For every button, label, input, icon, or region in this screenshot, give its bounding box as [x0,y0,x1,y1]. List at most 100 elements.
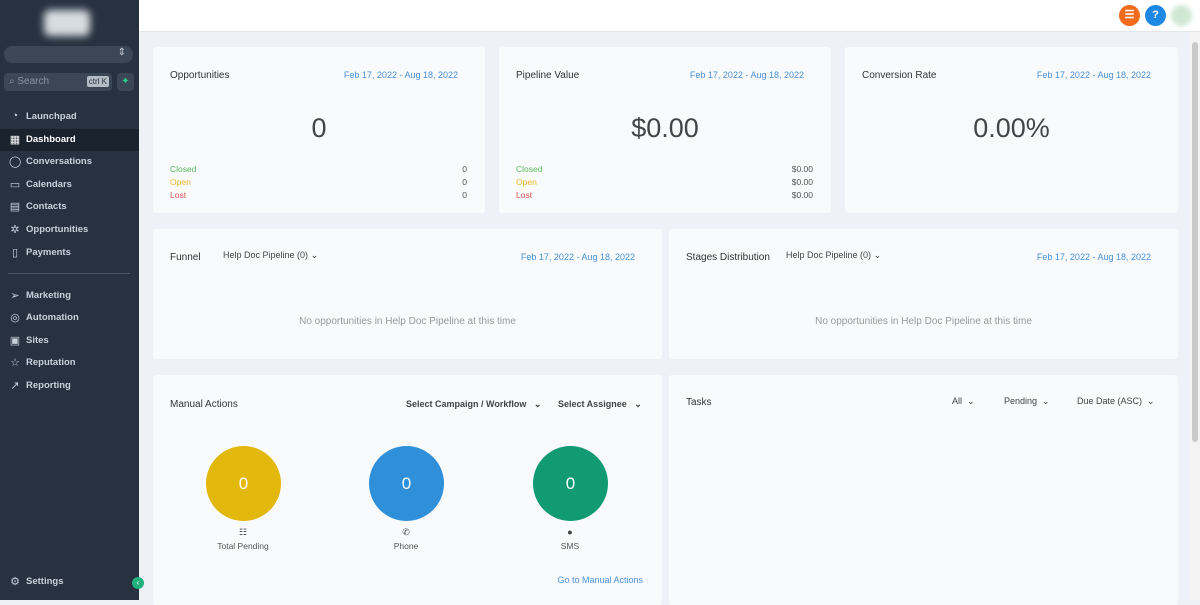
sidebar-item-contacts[interactable]: ▤ Contacts [0,196,139,218]
nav-label: Reporting [26,380,71,391]
campaign-dropdown[interactable]: Select Campaign / Workflow ⌄ [406,399,542,409]
funnel-card: Funnel Help Doc Pipeline (0) ⌄ Feb 17, 2… [153,229,662,359]
avatar[interactable] [1171,5,1192,26]
lost-row: Lost 0 [170,190,467,200]
send-icon: ➢ [10,290,20,302]
tasks-card: Tasks All ⌄ Pending ⌄ Due Date (ASC) ⌄ [669,375,1178,605]
sidebar-item-opportunities[interactable]: ✲ Opportunities [0,219,139,241]
opportunities-icon: ✲ [10,224,20,236]
card-title: Opportunities [170,70,230,81]
card-title: Stages Distribution [686,252,770,263]
automation-icon: ◎ [10,312,20,324]
sidebar-item-automation[interactable]: ◎ Automation [0,307,139,329]
lost-row: Lost $0.00 [516,190,813,200]
sidebar-item-calendars[interactable]: ▭ Calendars [0,174,139,196]
chevron-updown-icon: ⇕ [117,47,126,58]
conversion-value: 0.00% [973,113,1050,143]
nav-label: Sites [26,335,49,346]
nav-label: Opportunities [26,224,89,235]
card-title: Conversion Rate [862,70,937,81]
assignee-filter-dropdown[interactable]: All ⌄ [952,396,975,406]
date-range[interactable]: Feb 17, 2022 - Aug 18, 2022 [1036,252,1151,262]
chevron-down-icon: ⌄ [634,399,642,409]
conversion-rate-card: Conversion Rate Feb 17, 2022 - Aug 18, 2… [845,47,1178,213]
grid-icon: ▦ [9,134,21,146]
chat-icon: ◯ [9,156,22,168]
sidebar-item-dashboard[interactable]: ▦ Dashboard [0,129,139,151]
collapse-sidebar-button[interactable]: ‹ [132,577,144,589]
empty-message: No opportunities in Help Doc Pipeline at… [299,316,516,327]
notifications-icon[interactable]: ☰ [1119,5,1140,26]
card-title: Tasks [686,397,712,408]
nav-label: Calendars [26,179,72,190]
sidebar-item-reporting[interactable]: ↗ Reporting [0,375,139,397]
closed-row: Closed $0.00 [516,164,813,174]
nav-label: Dashboard [26,134,76,145]
status-filter-dropdown[interactable]: Pending ⌄ [1004,396,1050,406]
chevron-down-icon: ⌄ [1042,396,1050,406]
card-title: Manual Actions [170,399,238,410]
nav-label: Marketing [26,290,71,301]
sms-circle[interactable]: 0 [533,446,608,521]
opportunities-value: 0 [311,113,327,143]
date-range[interactable]: Feb 17, 2022 - Aug 18, 2022 [343,70,458,80]
sms-icon: ● [567,527,573,537]
nav-label: Payments [26,247,71,258]
sidebar-item-reputation[interactable]: ☆ Reputation [0,352,139,374]
stages-distribution-card: Stages Distribution Help Doc Pipeline (0… [669,229,1178,359]
date-range[interactable]: Feb 17, 2022 - Aug 18, 2022 [520,252,635,262]
opportunities-card: Opportunities Feb 17, 2022 - Aug 18, 202… [153,47,485,213]
rocket-icon: ◔ [11,110,19,122]
closed-row: Closed 0 [170,164,467,174]
chevron-down-icon: ⌄ [1147,396,1155,406]
assignee-dropdown[interactable]: Select Assignee ⌄ [558,399,642,409]
pipeline-value-card: Pipeline Value Feb 17, 2022 - Aug 18, 20… [499,47,831,213]
topbar: ☰ ? [139,0,1200,32]
nav-label: Contacts [26,201,67,212]
contacts-icon: ▤ [9,201,21,213]
date-range[interactable]: Feb 17, 2022 - Aug 18, 2022 [689,70,804,80]
phone-icon: ✆ [402,527,410,537]
sidebar-item-settings[interactable]: ⚙ Settings [0,571,139,593]
search-input[interactable]: ⌕ Search ctrl K [4,73,112,91]
sites-icon: ▣ [9,335,21,347]
help-icon[interactable]: ? [1145,5,1166,26]
pipeline-dropdown[interactable]: Help Doc Pipeline (0) ⌄ [786,250,882,260]
pipeline-value: $0.00 [631,113,699,143]
sort-dropdown[interactable]: Due Date (ASC) ⌄ [1077,396,1155,406]
account-switcher[interactable]: ⇕ [4,46,133,63]
pipeline-dropdown[interactable]: Help Doc Pipeline (0) ⌄ [223,250,319,260]
scrollbar[interactable] [1190,32,1200,600]
card-title: Pipeline Value [516,70,580,81]
sidebar-item-conversations[interactable]: ◯ Conversations [0,151,139,173]
star-icon: ☆ [10,357,20,369]
date-range[interactable]: Feb 17, 2022 - Aug 18, 2022 [1036,70,1151,80]
list-icon: ☷ [238,527,248,537]
open-row: Open 0 [170,177,467,187]
phone-label: Phone [393,541,419,551]
open-row: Open $0.00 [516,177,813,187]
nav-label: Reputation [26,357,76,368]
sidebar-item-sites[interactable]: ▣ Sites [0,330,139,352]
chevron-down-icon: ⌄ [533,399,542,409]
sidebar-item-launchpad[interactable]: ◔ Launchpad [0,106,139,128]
phone-circle[interactable]: 0 [369,446,444,521]
manual-actions-link[interactable]: Go to Manual Actions [557,575,643,585]
chevron-down-icon: ⌄ [310,250,319,260]
nav-label: Automation [26,312,79,323]
shortcut-badge: ctrl K [86,76,109,87]
calendar-icon: ▭ [9,179,21,191]
empty-message: No opportunities in Help Doc Pipeline at… [815,316,1032,327]
sidebar-item-marketing[interactable]: ➢ Marketing [0,285,139,307]
sidebar: ⇕ ⌕ Search ctrl K ✦ ◔ Launchpad ▦ Dashboard… [0,0,144,600]
total-pending-label: Total Pending [217,541,269,551]
sidebar-item-payments[interactable]: ▯ Payments [0,242,139,264]
total-pending-circle[interactable]: 0 [206,446,281,521]
search-placeholder: Search [17,76,50,87]
nav-label: Settings [26,576,64,587]
chevron-down-icon: ⌄ [873,250,882,260]
quick-action-button[interactable]: ✦ [117,73,134,91]
card-title: Funnel [170,252,201,263]
nav-label: Launchpad [26,111,77,122]
payments-icon: ▯ [11,247,19,259]
